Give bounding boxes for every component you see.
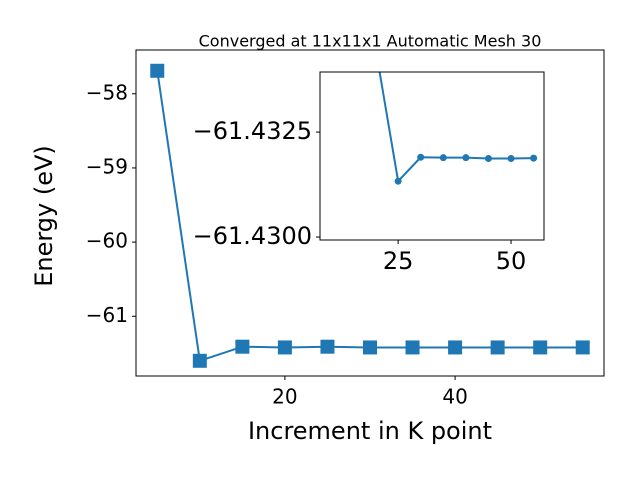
y-tick-label: −60 [86,229,128,253]
axes-frame [319,71,545,241]
data-point [320,339,335,354]
data-point [462,154,470,162]
data-point [417,153,425,161]
plot-area [378,72,538,185]
data-point [150,63,165,78]
y-tick-label: −61 [86,303,128,327]
data-point [192,353,207,368]
y-axis-label: Energy (eV) [30,145,58,287]
data-point [530,154,538,162]
data-point [490,340,505,355]
data-point [394,177,402,185]
data-point [575,340,590,355]
data-point [363,340,377,355]
data-point [448,340,463,355]
x-tick-label: 25 [383,247,414,275]
y-tick-label: −58 [86,80,128,104]
chart-title: Converged at 11x11x1 Automatic Mesh 30 [199,32,542,51]
data-point [405,340,420,355]
axes-frame [135,49,605,377]
x-tick-label: 20 [272,385,297,409]
data-point [484,155,492,163]
x-tick-label: 40 [442,385,467,409]
series-line [378,72,534,184]
y-tick-label: −61.4300 [193,222,312,250]
x-axis-label: Increment in K point [248,417,492,445]
y-tick-label: −61.4325 [193,117,312,145]
x-tick-label: 50 [496,247,527,275]
data-point [533,340,548,355]
axes-background [320,72,544,240]
data-point [507,155,515,163]
data-point [277,340,292,355]
data-point [235,339,250,354]
axes: 25 50 −61.4300 −61.4325 [193,71,545,275]
data-point [439,154,447,162]
plot-area [150,63,590,368]
y-tick-label: −59 [86,154,128,178]
